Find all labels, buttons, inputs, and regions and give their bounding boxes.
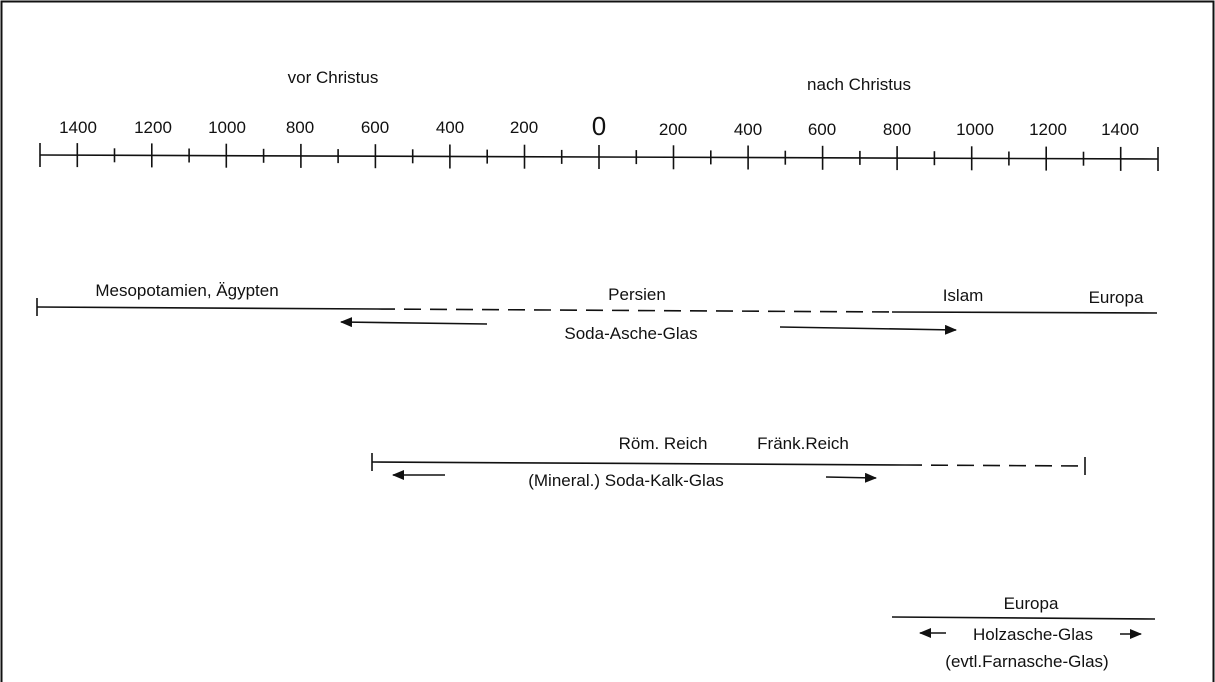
track2-region-roem-reich: Röm. Reich <box>619 434 708 453</box>
track2-glass-type: (Mineral.) Soda-Kalk-Glas <box>528 471 724 490</box>
track1-glass-type: Soda-Asche-Glas <box>564 324 697 343</box>
tick-label-ad-200: 200 <box>659 120 687 139</box>
track1-solid-line-end <box>891 311 1158 314</box>
axis-tick-labels: 1400 1200 1000 800 600 400 200 0 200 400… <box>59 111 1139 141</box>
track1-solid-line <box>36 306 379 310</box>
tick-label-ad-800: 800 <box>883 120 911 139</box>
track2-arrow-east <box>825 472 877 483</box>
track-holzasche-glas: Europa Holzasche-Glas (evtl.Farnasche-Gl… <box>891 594 1156 671</box>
tick-label-ad-1000: 1000 <box>956 120 994 139</box>
track-soda-asche-glas: Mesopotamien, Ägypten Persien Islam Euro… <box>36 281 1158 343</box>
track1-region-islam: Islam <box>943 286 984 305</box>
era-label-ad: nach Christus <box>807 75 911 94</box>
tick-label-ad-1400: 1400 <box>1101 120 1139 139</box>
era-label-bc: vor Christus <box>288 68 379 87</box>
track2-solid-line <box>371 461 906 466</box>
track3-glass-type: Holzasche-Glas <box>973 625 1093 644</box>
tick-label-ad-400: 400 <box>734 120 762 139</box>
track-soda-kalk-glas: Röm. Reich Fränk.Reich (Mineral.) Soda-K… <box>371 434 1086 490</box>
axis-ticks <box>39 143 1159 171</box>
track1-dashed-line <box>377 308 893 313</box>
track1-arrow-west <box>340 317 488 328</box>
time-axis: 1400 1200 1000 800 600 400 200 0 200 400… <box>39 111 1159 171</box>
track2-region-fraenk-reich: Fränk.Reich <box>757 434 849 453</box>
tick-label-bc-200: 200 <box>510 118 538 137</box>
track2-dashed-line <box>904 464 1086 467</box>
track1-region-persien: Persien <box>608 285 666 304</box>
track3-solid-line <box>891 616 1156 620</box>
tick-label-bc-1200: 1200 <box>134 118 172 137</box>
track1-arrow-east <box>779 324 957 335</box>
tick-label-ad-1200: 1200 <box>1029 120 1067 139</box>
track3-region-europa: Europa <box>1004 594 1059 613</box>
track3-glass-note: (evtl.Farnasche-Glas) <box>945 652 1108 671</box>
track1-region-europa: Europa <box>1089 288 1144 307</box>
tick-label-bc-600: 600 <box>361 118 389 137</box>
tick-label-zero: 0 <box>592 111 606 141</box>
tick-label-bc-1400: 1400 <box>59 118 97 137</box>
tick-label-bc-800: 800 <box>286 118 314 137</box>
tick-label-bc-1000: 1000 <box>208 118 246 137</box>
track1-region-mesopotamien: Mesopotamien, Ägypten <box>95 281 278 300</box>
tick-label-bc-400: 400 <box>436 118 464 137</box>
tick-label-ad-600: 600 <box>808 120 836 139</box>
